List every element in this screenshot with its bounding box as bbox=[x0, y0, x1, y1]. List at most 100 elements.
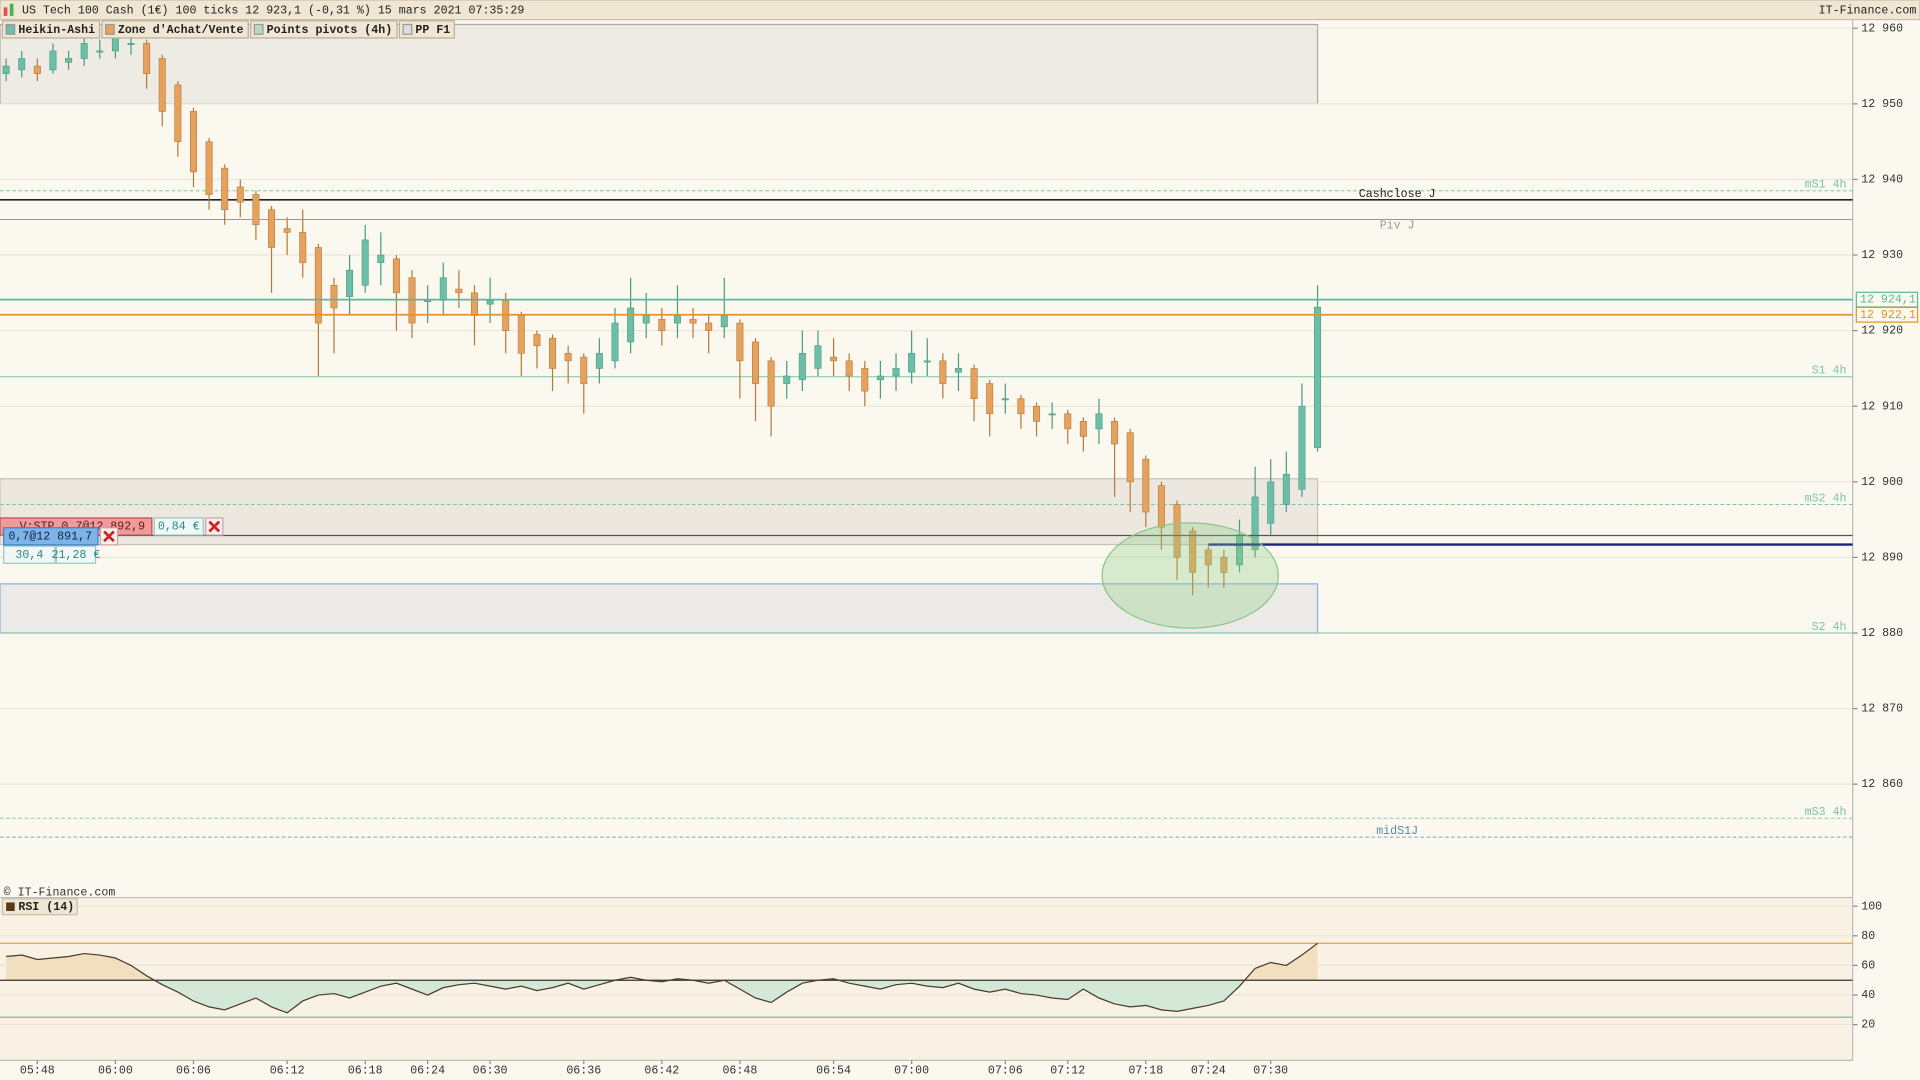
position[interactable] bbox=[3, 527, 99, 546]
y-tick-label: 12 920 bbox=[1861, 325, 1903, 338]
candle-body bbox=[143, 43, 151, 74]
toolbar-swatch bbox=[253, 23, 264, 35]
rsi-legend[interactable] bbox=[1, 898, 78, 916]
candle-body bbox=[705, 322, 713, 331]
y-tick-label: 12 860 bbox=[1861, 778, 1903, 791]
candle-body bbox=[252, 194, 260, 226]
toolbar-button[interactable] bbox=[250, 20, 398, 39]
x-tick-label: 06:48 bbox=[722, 1064, 757, 1077]
candle-body bbox=[970, 368, 978, 399]
pivot-label: mS1 4h bbox=[1805, 179, 1847, 192]
candle-body bbox=[18, 58, 26, 71]
price-tag-label: 12 924,1 bbox=[1860, 294, 1916, 307]
candle-body bbox=[470, 292, 478, 316]
rsi-y-tick-label: 20 bbox=[1861, 1019, 1875, 1032]
rsi-fill-above bbox=[6, 943, 1318, 981]
candle-body bbox=[1282, 473, 1290, 505]
candle-body bbox=[392, 258, 400, 294]
candle-body bbox=[611, 322, 619, 362]
y-tick-label: 12 910 bbox=[1861, 400, 1903, 413]
toolbar-button[interactable] bbox=[1, 20, 101, 39]
x-tick-label: 06:30 bbox=[473, 1064, 508, 1077]
pivot-label: mS3 4h bbox=[1805, 806, 1847, 819]
candle-body bbox=[814, 345, 822, 369]
candle-body bbox=[798, 352, 806, 381]
candle-body bbox=[767, 360, 775, 407]
x-tick-label: 05:48 bbox=[20, 1064, 55, 1077]
y-tick-label: 12 940 bbox=[1861, 174, 1903, 187]
candle-body bbox=[642, 315, 650, 324]
candle-body bbox=[783, 375, 791, 384]
candle-body bbox=[564, 352, 572, 362]
x-tick-label: 07:00 bbox=[894, 1064, 929, 1077]
toolbar-button[interactable] bbox=[398, 20, 455, 39]
candle-body bbox=[1267, 481, 1275, 524]
candle-body bbox=[1079, 421, 1087, 437]
y-tick-label: 12 900 bbox=[1861, 476, 1903, 489]
candle-body bbox=[361, 239, 369, 286]
candle-body bbox=[80, 43, 88, 59]
x-tick-label: 06:54 bbox=[816, 1064, 851, 1077]
candle-body bbox=[1298, 405, 1306, 490]
candle-body bbox=[580, 356, 588, 384]
toolbar-label: Points pivots (4h) bbox=[267, 24, 393, 37]
candle-body bbox=[455, 288, 463, 294]
x-tick-label: 07:30 bbox=[1253, 1064, 1288, 1077]
pivot-label: midS1J bbox=[1376, 825, 1418, 838]
candle-body bbox=[158, 58, 166, 112]
x-tick-label: 06:18 bbox=[348, 1064, 383, 1077]
candle-body bbox=[1189, 530, 1197, 573]
candle-body bbox=[736, 322, 744, 362]
header-source: IT-Finance.com bbox=[1819, 4, 1917, 17]
x-tick-label: 06:24 bbox=[410, 1064, 445, 1077]
candle-body bbox=[486, 300, 494, 305]
candle-body bbox=[236, 186, 244, 203]
candle-body bbox=[1314, 306, 1322, 449]
toolbar-button[interactable] bbox=[101, 20, 249, 39]
candle-body bbox=[892, 368, 900, 377]
x-tick-label: 07:24 bbox=[1191, 1064, 1226, 1077]
header-bar bbox=[0, 0, 1920, 21]
toolbar-swatch bbox=[5, 23, 16, 35]
y-tick-label: 12 960 bbox=[1861, 22, 1903, 35]
candle-body bbox=[986, 383, 994, 415]
candle-body bbox=[830, 356, 838, 362]
toolbar-label: Heikin-Ashi bbox=[18, 24, 95, 37]
candle-body bbox=[2, 65, 10, 74]
rsi-legend-swatch bbox=[6, 902, 15, 912]
toolbar-swatch bbox=[402, 23, 413, 35]
candle-body bbox=[845, 360, 853, 377]
candle-body bbox=[283, 228, 291, 233]
toolbar-label: Zone d'Achat/Vente bbox=[118, 24, 244, 37]
candle-body bbox=[1095, 413, 1103, 430]
candle-body bbox=[939, 360, 947, 384]
candle-body bbox=[439, 277, 447, 301]
rsi-y-tick-label: 40 bbox=[1861, 989, 1875, 1002]
candle-body bbox=[533, 334, 541, 347]
candle-body bbox=[65, 58, 73, 63]
pivot-label: mS2 4h bbox=[1805, 492, 1847, 505]
price-tag bbox=[1855, 306, 1919, 323]
toolbar-swatch bbox=[105, 23, 115, 35]
highlight-ellipse bbox=[1101, 522, 1279, 629]
candle-body bbox=[268, 209, 276, 248]
candle-body bbox=[954, 368, 962, 373]
rsi-y-tick-label: 100 bbox=[1861, 900, 1882, 913]
rsi-y-tick-label: 80 bbox=[1861, 930, 1875, 943]
candle-body bbox=[1220, 557, 1228, 573]
pnl-box bbox=[55, 545, 97, 564]
candle-body bbox=[658, 318, 666, 331]
points-box bbox=[3, 545, 56, 564]
header-icon bbox=[9, 3, 14, 16]
candle-body bbox=[861, 368, 869, 392]
candle-body bbox=[1048, 413, 1056, 416]
candle-body bbox=[174, 84, 182, 142]
rsi-line bbox=[6, 942, 1318, 1014]
x-tick-label: 07:12 bbox=[1050, 1064, 1085, 1077]
cancel-icon bbox=[103, 530, 115, 543]
y-tick-label: 12 930 bbox=[1861, 249, 1903, 262]
stop-pnl-label: 0,84 € bbox=[158, 521, 200, 534]
candle-body bbox=[627, 307, 635, 343]
